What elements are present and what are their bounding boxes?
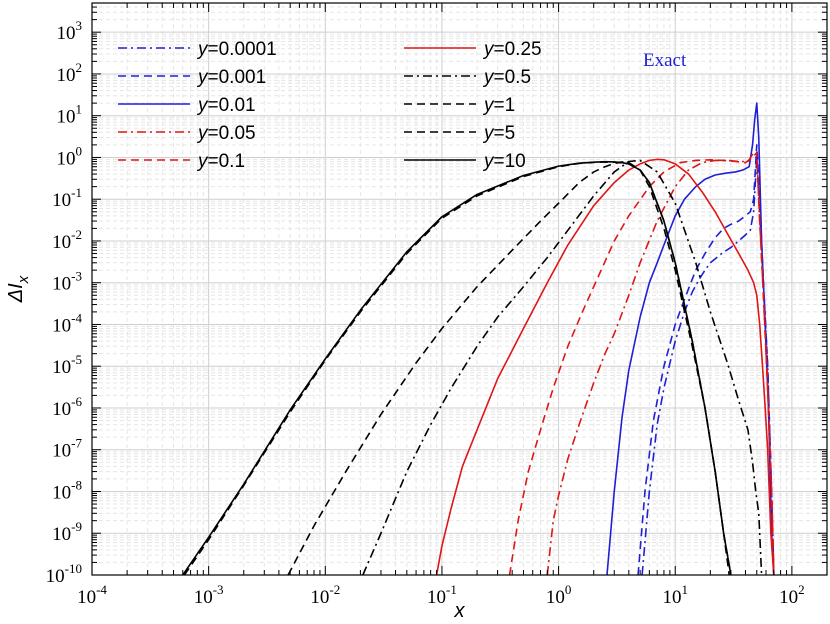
x-tick-label: 10-2	[310, 582, 340, 608]
y-tick-label: 102	[57, 60, 83, 86]
y-axis-label: ΔIx	[5, 275, 32, 303]
series-line	[287, 161, 732, 575]
y-tick-label: 10-4	[52, 310, 82, 336]
legend-label: y=0.1	[196, 151, 245, 172]
y-tick-label: 101	[57, 102, 83, 128]
legend-label: y=0.0001	[196, 39, 277, 60]
y-tick-label: 10-10	[46, 561, 82, 587]
series-line	[182, 160, 732, 575]
x-tick-label: 10-1	[427, 582, 457, 608]
legend-label: y=0.01	[196, 95, 256, 116]
legend-label: y=5	[482, 123, 515, 144]
x-tick-label: 10-3	[194, 582, 224, 608]
legend-label: y=0.25	[482, 39, 542, 60]
y-tick-label: 10-3	[52, 269, 82, 295]
legend-label: y=0.001	[196, 67, 266, 88]
legend-label: y=0.5	[482, 67, 531, 88]
y-tick-label: 10-6	[52, 394, 82, 420]
series-lines	[182, 102, 775, 575]
y-tick-label: 100	[57, 143, 83, 169]
y-tick-label: 10-9	[52, 519, 82, 545]
legend-label: y=10	[482, 151, 526, 172]
series-line	[606, 102, 775, 575]
x-axis-label: x	[454, 600, 466, 622]
y-tick-label: 10-8	[52, 477, 82, 503]
annotation-exact: Exact	[643, 50, 687, 71]
legend-label: y=1	[482, 95, 515, 116]
legend-label: y=0.05	[196, 123, 256, 144]
series-line	[362, 159, 763, 575]
x-tick-label: 102	[779, 582, 805, 608]
series-line	[435, 158, 775, 575]
legend: y=0.0001 y=0.001 y=0.01 y=0.05 y=0.1 y=0.25 y=…	[118, 39, 542, 172]
x-tick-label: 101	[662, 582, 688, 608]
series-line	[508, 151, 775, 575]
y-tick-label: 103	[57, 18, 83, 44]
series-line	[637, 144, 775, 575]
x-tick-label: 100	[546, 582, 572, 608]
grid	[91, 2, 828, 576]
y-tick-label: 10-2	[52, 227, 82, 253]
y-tick-label: 10-5	[52, 352, 82, 378]
x-tick-label: 10-4	[77, 582, 107, 608]
y-tick-label: 10-1	[52, 185, 82, 211]
y-tick-label: 10-7	[52, 436, 82, 462]
ticks	[91, 2, 828, 576]
